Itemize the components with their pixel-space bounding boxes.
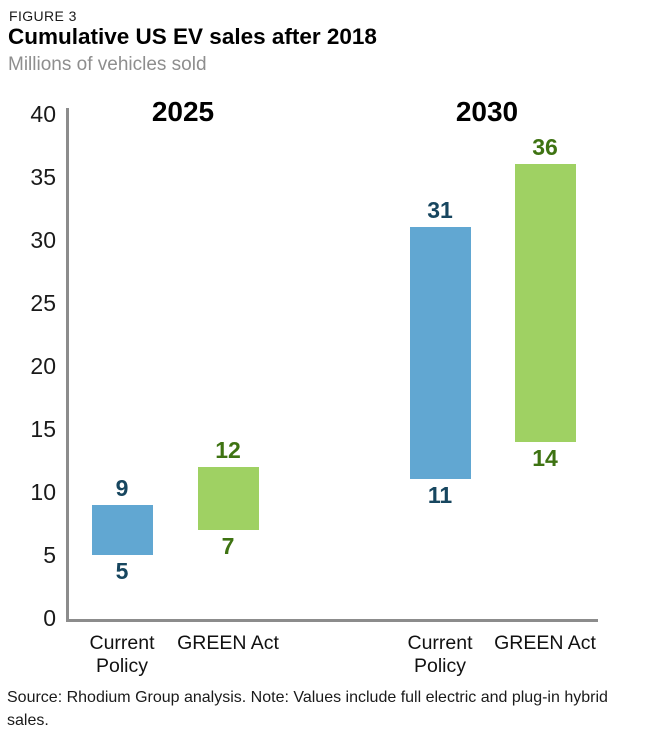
- range-bar: [514, 164, 576, 442]
- bar-high-label: 31: [427, 197, 453, 224]
- y-tick-label: 10: [30, 479, 56, 505]
- category-label: Current Policy: [407, 632, 473, 677]
- source-note: Source: Rhodium Group analysis. Note: Va…: [7, 689, 608, 729]
- chart-title: Cumulative US EV sales after 2018: [8, 24, 377, 49]
- y-tick-label: 35: [30, 164, 56, 190]
- y-axis-line: [66, 108, 69, 621]
- category-label: Current Policy: [89, 632, 155, 677]
- bar-high-label: 36: [532, 134, 558, 161]
- bar-high-label: 9: [115, 474, 129, 501]
- range-bar: [197, 466, 259, 530]
- category-label: GREEN Act: [177, 632, 279, 654]
- y-tick-label: 40: [30, 101, 56, 127]
- group-title: 2030: [455, 96, 519, 127]
- chart-subtitle: Millions of vehicles sold: [8, 54, 207, 75]
- bar-low-label: 11: [427, 482, 453, 509]
- y-tick-label: 0: [43, 605, 56, 631]
- y-tick-label: 15: [30, 416, 56, 442]
- y-tick-label: 5: [43, 542, 56, 568]
- figure-label: FIGURE 3: [9, 8, 77, 24]
- x-axis-line: [66, 619, 598, 622]
- bar-low-label: 7: [221, 532, 235, 559]
- range-bar: [409, 227, 471, 480]
- group-title: 2025: [151, 96, 215, 127]
- bar-high-label: 12: [215, 436, 241, 463]
- bar-low-label: 14: [532, 444, 558, 471]
- y-tick-label: 25: [30, 290, 56, 316]
- category-label: GREEN Act: [494, 632, 596, 654]
- y-tick-label: 30: [30, 227, 56, 253]
- bar-low-label: 5: [115, 558, 129, 584]
- y-tick-label: 20: [30, 353, 56, 379]
- range-bar: [91, 504, 153, 555]
